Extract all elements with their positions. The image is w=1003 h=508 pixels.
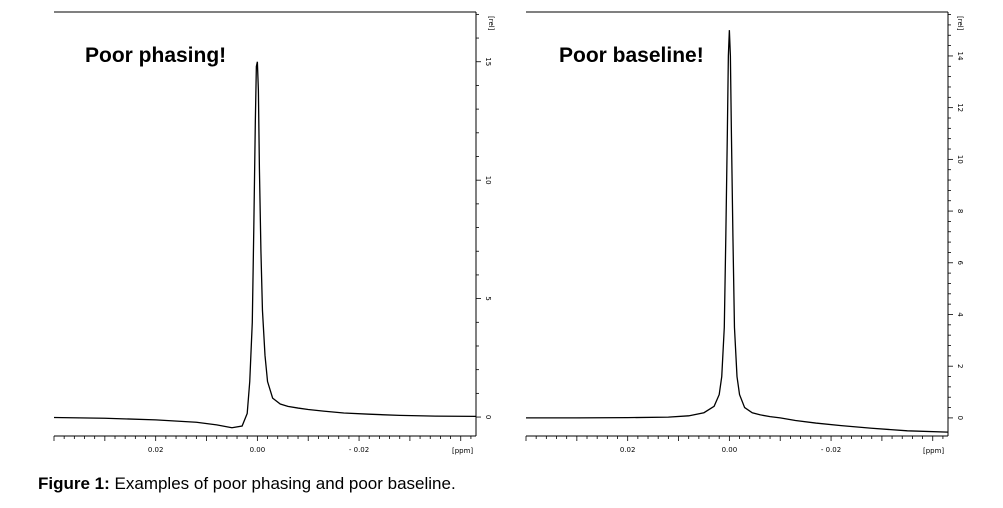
x-tick-label: 0.02 (620, 446, 636, 454)
figure-caption: Figure 1: Examples of poor phasing and p… (38, 474, 456, 494)
y-tick-label: 0 (956, 416, 964, 420)
x-tick-label: 0.00 (722, 446, 738, 454)
x-tick-label: 0.02 (148, 446, 164, 454)
x-tick-label: - 0.02 (349, 446, 369, 454)
spectrum-line (53, 61, 477, 429)
y-tick-label: 2 (956, 364, 964, 368)
y-axis-label: [rel] (956, 16, 964, 31)
chart-title: Poor baseline! (559, 44, 704, 67)
y-tick-label: 0 (484, 415, 492, 419)
y-tick-label: 6 (956, 261, 964, 266)
x-axis-label: [ppm] (923, 447, 944, 455)
y-tick-label: 14 (956, 51, 964, 60)
caption-text: Examples of poor phasing and poor baseli… (109, 474, 456, 493)
spectrum-line (526, 30, 949, 433)
chart-panel-poor-baseline: Poor baseline! [rel] [ppm] 0.02 0.00 - 0.0… (525, 11, 964, 455)
y-tick-label: 5 (484, 296, 492, 300)
y-tick-label: 15 (484, 57, 492, 66)
y-axis-label: [rel] (487, 16, 495, 31)
y-tick-label: 8 (956, 209, 964, 213)
x-tick-label: 0.00 (250, 446, 266, 454)
y-tick-label: 10 (956, 155, 964, 164)
y-tick-label: 12 (956, 103, 964, 112)
y-tick-label: 4 (956, 312, 964, 317)
chart-title: Poor phasing! (85, 44, 226, 67)
x-axis-label: [ppm] (452, 447, 473, 455)
caption-label: Figure 1: (38, 474, 110, 493)
chart-panel-poor-phasing: Poor phasing! [rel] [ppm] 0.02 0.00 - 0.02… (53, 11, 495, 455)
y-tick-label: 10 (484, 176, 492, 185)
x-tick-label: - 0.02 (821, 446, 841, 454)
